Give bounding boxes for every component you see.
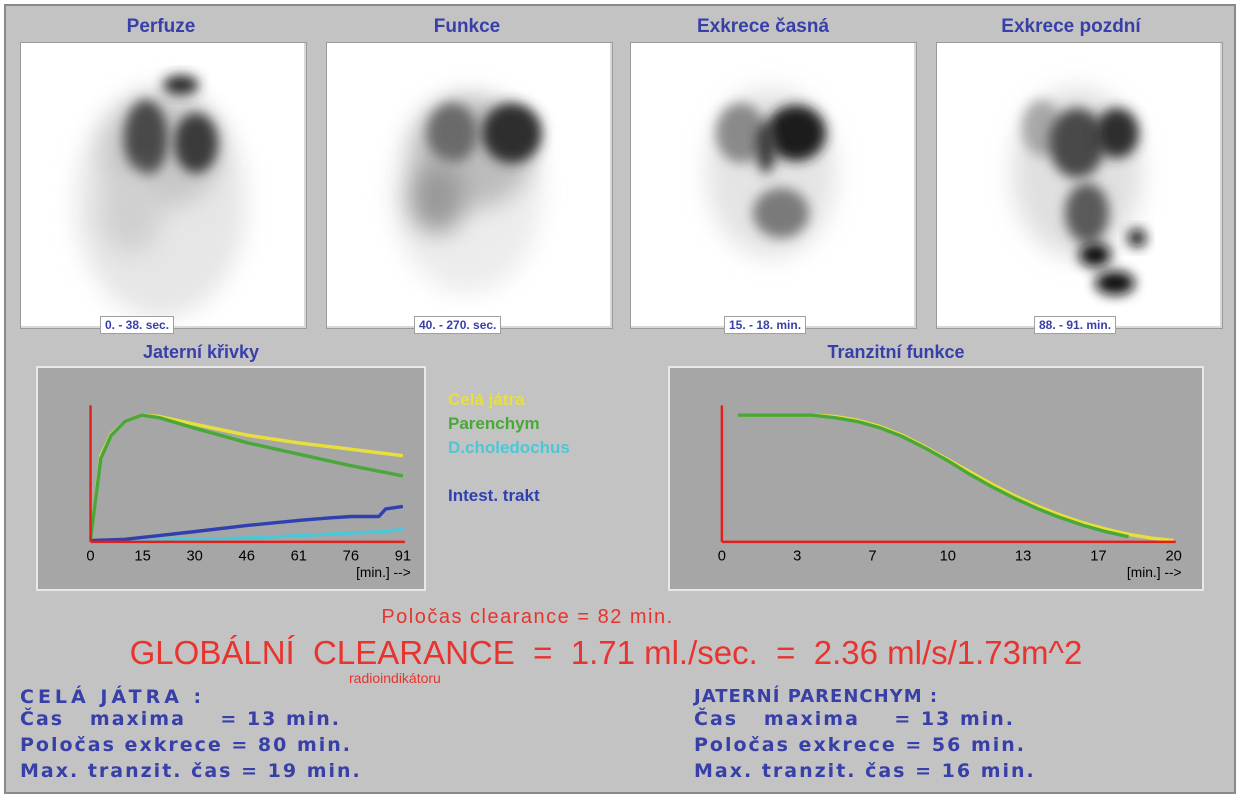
- parenchym-heading: JATERNÍ PARENCHYM :: [694, 686, 939, 707]
- chart2-series-1: [737, 413, 1129, 539]
- cela-jatra-max-tranzit: Max. tranzit. čas = 19 min.: [20, 760, 362, 782]
- chart-title-jaterni-krivky: Jaterní křivky: [142, 342, 260, 362]
- chart-jaterni-krivky: 0 15 30 46 61 76 91 [min.] -->: [36, 366, 426, 591]
- chart1-x-tick: 61: [291, 549, 307, 565]
- chart2-x-label: [min.] -->: [1127, 565, 1182, 580]
- cela-jatra-cas-maxima: Čas maxima = 13 min.: [20, 708, 342, 730]
- chart2-x-tick: 0: [718, 549, 726, 565]
- chart1-x-tick: 46: [239, 549, 255, 565]
- legend-intest-trakt: Intest. trakt: [448, 486, 540, 505]
- parenchym-max-tranzit: Max. tranzit. čas = 16 min.: [694, 760, 1036, 782]
- chart1-x-tick: 15: [134, 549, 150, 565]
- panel-title-exkrece-casna: Exkrece časná: [696, 16, 830, 37]
- chart1-x-tick: 30: [186, 549, 202, 565]
- parenchym-polocas-exkrece: Poločas exkrece = 56 min.: [694, 734, 1026, 756]
- chart1-series-0: [88, 413, 404, 540]
- time-label-funkce: 40. - 270. sec.: [414, 316, 502, 334]
- radioindikator-label: radioindikátoru: [349, 670, 441, 686]
- funkce-image: [326, 42, 613, 329]
- chart2-x-tick: 20: [1166, 549, 1182, 565]
- legend-cela-jatra: Celá játra: [448, 390, 525, 409]
- chart1-series-2: [90, 527, 404, 544]
- chart-tranzitni-funkce-svg: 0 3 7 10 13 17 20[min.] -->: [718, 405, 1182, 580]
- panel-title-exkrece-pozdni: Exkrece pozdní: [1001, 16, 1141, 37]
- globalni-clearance: GLOBÁLNÍ CLEARANCE = 1.71 ml./sec. = 2.3…: [129, 634, 1083, 671]
- parenchym-cas-maxima: Čas maxima = 13 min.: [694, 708, 1016, 730]
- legend-choledochus: D.choledochus: [448, 438, 570, 457]
- cela-jatra-heading: CELÁ JÁTRA :: [20, 686, 206, 708]
- exkrece-casna-image: [630, 42, 917, 329]
- chart1-x-label: [min.] -->: [356, 565, 411, 580]
- chart2-x-tick: 7: [868, 549, 876, 565]
- legend-parenchym: Parenchym: [448, 414, 540, 433]
- time-label-exkrece-casna: 15. - 18. min.: [724, 316, 807, 334]
- time-label-perfuze: 0. - 38. sec.: [100, 316, 175, 334]
- chart2-x-tick: 10: [940, 549, 956, 565]
- time-label-exkrece-pozdni: 88. - 91. min.: [1034, 316, 1117, 334]
- chart1-series-1: [88, 413, 404, 540]
- chart1-x-tick: 0: [86, 549, 94, 565]
- chart2-series-0: [737, 413, 1174, 543]
- chart-title-tranzitni-funkce: Tranzitní funkce: [827, 342, 965, 362]
- chart1-x-tick: 91: [395, 549, 411, 565]
- chart2-x-tick: 13: [1015, 549, 1031, 565]
- chart2-x-tick: 17: [1090, 549, 1106, 565]
- polocas-clearance: Poločas clearance = 82 min.: [381, 606, 674, 628]
- chart2-x-tick: 3: [793, 549, 801, 565]
- panel-title-perfuze: Perfuze: [126, 16, 196, 37]
- perfuze-image: [20, 42, 307, 329]
- report-panel: Perfuze Funkce Exkrece časná Exkrece poz…: [4, 4, 1236, 794]
- chart-tranzitni-funkce: 0 3 7 10 13 17 20 [min.] -->: [668, 366, 1204, 591]
- chart1-x-tick: 76: [343, 549, 359, 565]
- exkrece-pozdni-image: [936, 42, 1223, 329]
- cela-jatra-polocas-exkrece: Poločas exkrece = 80 min.: [20, 734, 352, 756]
- chart-jaterni-krivky-svg: 0 15 30 46 61 76 91[min.] -->: [86, 405, 411, 580]
- panel-title-funkce: Funkce: [433, 16, 501, 37]
- chart1-series-3: [90, 504, 404, 543]
